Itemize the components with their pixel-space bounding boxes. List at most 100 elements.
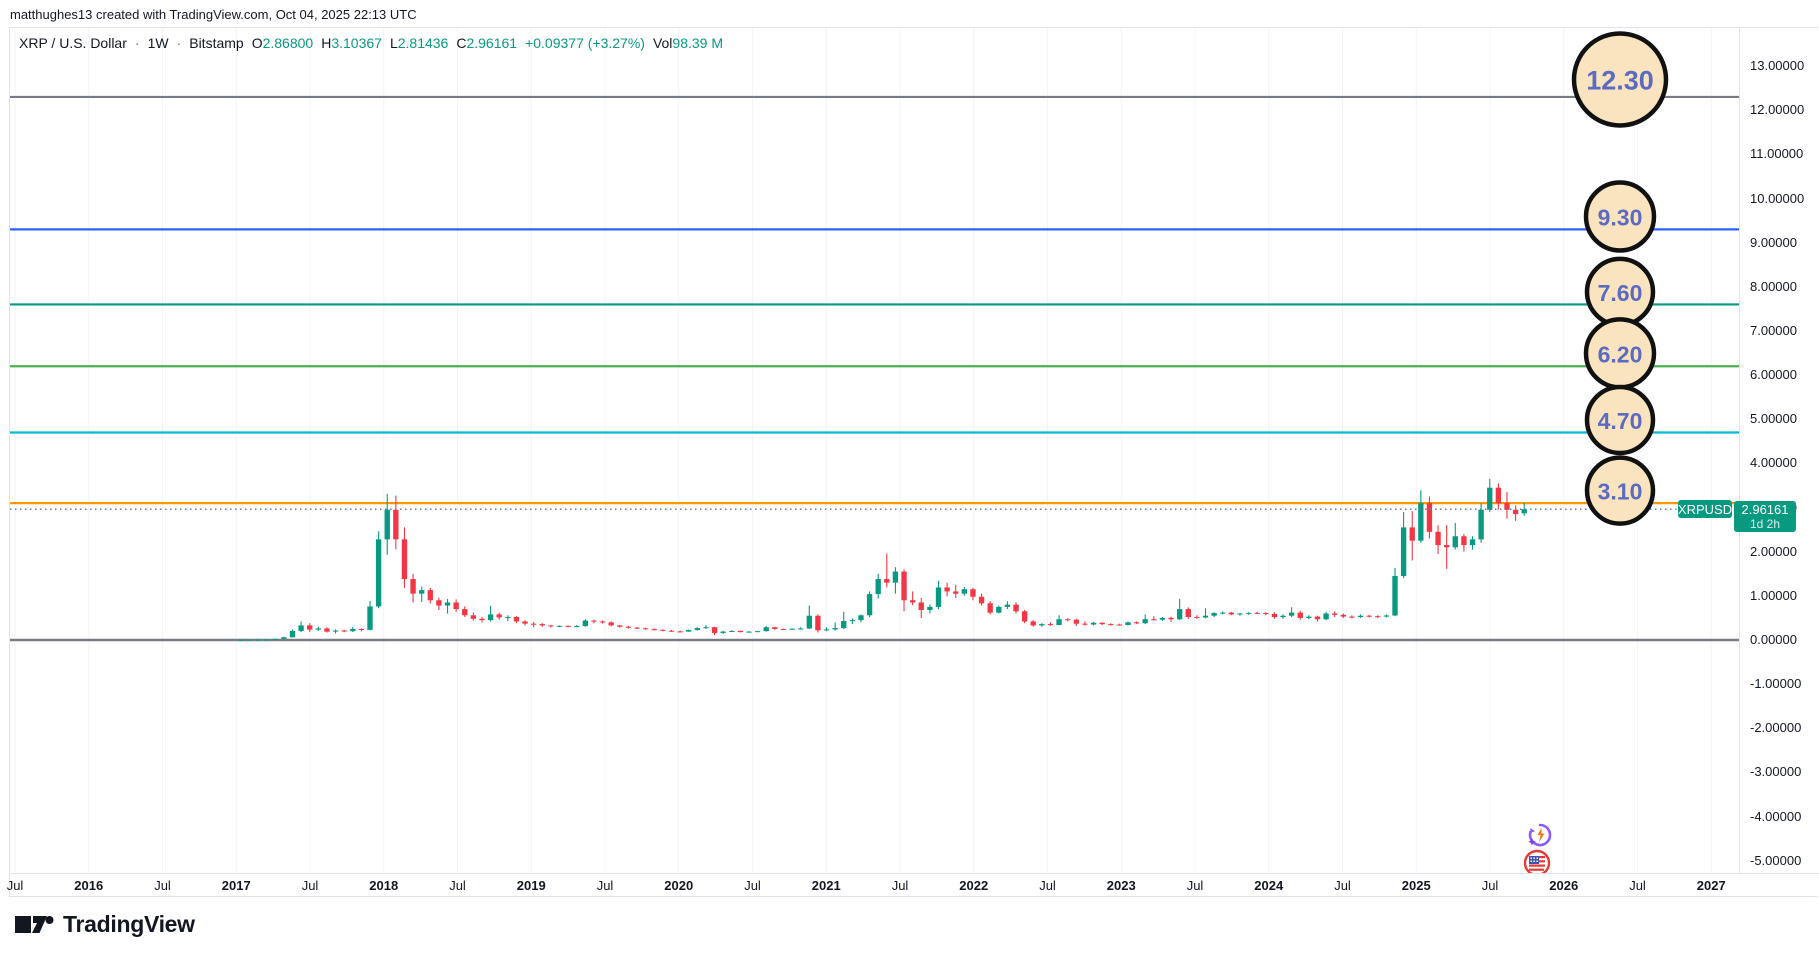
ohlc-pair: L2.81436: [389, 35, 449, 51]
symbol-name: XRP / U.S. Dollar: [19, 35, 127, 51]
time-tick: Jul: [301, 878, 319, 893]
price-tick: 13.00000: [1750, 58, 1805, 74]
candle-body: [444, 602, 451, 606]
candle-body: [289, 630, 296, 638]
candle-body: [996, 606, 1002, 613]
candle-body: [591, 620, 597, 622]
candle-body: [798, 628, 804, 630]
us-flag-icon[interactable]: [1523, 849, 1551, 873]
candle-body: [1056, 619, 1062, 625]
candle-body: [1254, 612, 1260, 614]
candle-body: [246, 639, 253, 641]
chart-pane[interactable]: 12.30 9.30 7.60 6.20 4.70 3.10 XRP / U.S. Dol…: [10, 28, 1739, 873]
candle-body: [410, 579, 416, 594]
candle-body: [823, 629, 830, 631]
candle-body: [625, 626, 632, 628]
price-tick: 12.00000: [1750, 102, 1805, 118]
level-badge-text: 6.20: [1598, 341, 1643, 367]
level-badge-text: 4.70: [1598, 408, 1643, 434]
candle-body: [341, 630, 347, 632]
time-axis[interactable]: Jul 2016 Jul 2017 Jul 2018 Jul 2019 Jul 2020 Jul 20…: [7, 873, 1819, 898]
candle-body: [350, 628, 356, 632]
candle-body: [1444, 545, 1450, 548]
chart-legend: XRP / U.S. Dollar · 1W · Bitstamp O2.868…: [19, 35, 723, 51]
price-tick: 5.00000: [1750, 411, 1797, 427]
candlestick-chart[interactable]: 12.30 9.30 7.60 6.20 4.70 3.10: [10, 28, 1739, 873]
price-tick: 2.00000: [1750, 543, 1797, 559]
time-tick: Jul: [1629, 878, 1646, 893]
candle-body: [909, 600, 916, 603]
legend-separator: ·: [176, 35, 182, 51]
level-badge-text: 7.60: [1598, 280, 1643, 306]
candle-body: [1392, 575, 1398, 616]
candle-body: [806, 615, 812, 629]
candle-body: [1125, 622, 1131, 625]
candle-body: [1469, 539, 1476, 546]
candle-body: [1082, 623, 1088, 625]
candle-body: [324, 628, 330, 632]
tradingview-logo-text: TradingView: [63, 911, 195, 937]
candle-body: [1168, 617, 1174, 620]
candle-body: [1418, 503, 1424, 541]
price-tick: -4.00000: [1750, 808, 1802, 824]
time-tick: 2023: [1106, 878, 1136, 893]
candle-body: [1340, 614, 1346, 617]
candle-body: [315, 628, 321, 630]
candle-body: [668, 630, 675, 632]
candle-body: [522, 621, 528, 624]
candle-body: [892, 571, 899, 583]
candle-body: [1314, 616, 1321, 620]
candle-body: [375, 539, 382, 607]
candle-body: [987, 603, 993, 613]
level-badge-circle[interactable]: [1571, 31, 1669, 128]
candle-body: [901, 571, 907, 601]
candle-body: [858, 615, 864, 621]
candle-body: [1487, 487, 1493, 510]
time-tick: 2017: [221, 878, 251, 893]
level-badge-circle[interactable]: [1583, 180, 1657, 253]
volume-value: 98.39 M: [672, 35, 724, 51]
price-tick: 7.00000: [1750, 322, 1797, 338]
time-tick: Jul: [1186, 878, 1204, 893]
candle-body: [1151, 619, 1157, 621]
price-tick: 11.00000: [1750, 146, 1804, 162]
candle-body: [1271, 613, 1278, 618]
last-price-label: 2.96161 1d 2h: [1734, 501, 1796, 533]
ohlc-pair: O2.86800: [251, 35, 314, 51]
candle-body: [634, 627, 640, 629]
price-axis[interactable]: 13.00000 12.00000 11.00000 10.00000 9.00000 8…: [1739, 28, 1819, 873]
ai-spark-refresh-icon[interactable]: [1526, 821, 1554, 849]
candle-body: [401, 539, 408, 580]
candle-body: [1013, 604, 1019, 612]
tradingview-logo[interactable]: TradingView: [14, 911, 195, 938]
candle-body: [746, 631, 752, 633]
candle-body: [384, 509, 390, 540]
time-tick: 2022: [959, 878, 989, 893]
candle-body: [1478, 509, 1484, 540]
time-tick: 2025: [1401, 878, 1431, 893]
candle-body: [281, 637, 287, 639]
candle-body: [754, 631, 761, 633]
candle-body: [1263, 613, 1269, 615]
candle-body: [1116, 624, 1123, 626]
chart-widget: 12.30 9.30 7.60 6.20 4.70 3.10 XRP / U.S. Dol…: [7, 27, 1819, 898]
volume-label: Vol: [652, 35, 673, 51]
interval-label: 1W: [147, 35, 169, 51]
candle-body: [780, 628, 787, 630]
candle-body: [238, 639, 244, 641]
level-badge-circle[interactable]: [1584, 384, 1656, 456]
time-tick: 2018: [369, 878, 399, 893]
candle-body: [565, 625, 571, 627]
level-badge-circle[interactable]: [1584, 455, 1656, 526]
candle-body: [1332, 613, 1338, 615]
candle-body: [1306, 616, 1312, 618]
candle-body: [436, 600, 442, 606]
candle-body: [1435, 531, 1441, 546]
time-tick: 2016: [74, 878, 104, 893]
time-tick: 2021: [811, 878, 841, 893]
candle-body: [574, 626, 580, 628]
candle-body: [1004, 604, 1011, 607]
candle-body: [763, 627, 769, 632]
time-tick: 2020: [664, 878, 694, 893]
ohlc-values: O2.86800 H3.10367 L2.81436 C2.96161: [252, 35, 517, 51]
